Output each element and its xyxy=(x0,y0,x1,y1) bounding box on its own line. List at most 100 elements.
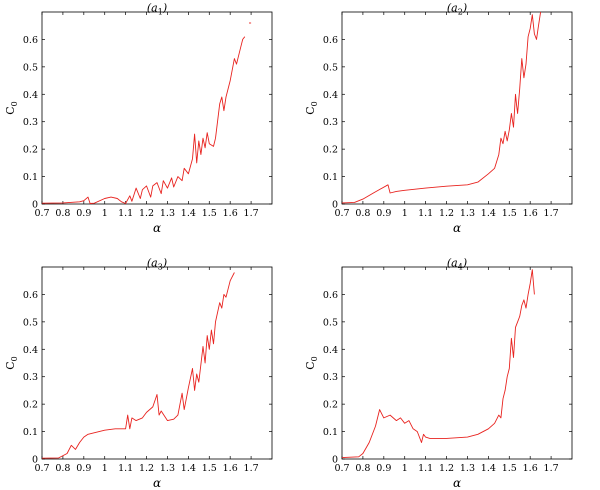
x-tick-label: 1.4 xyxy=(481,463,496,474)
y-axis-label: C0 xyxy=(4,101,19,115)
y-tick-label: 0.4 xyxy=(323,345,338,356)
chart-panel-4: 0.7 0.8 0.9 1 1.1 1.2 1.3 1.4 1.5 1.6 1.7 0 0.1 0.2 0.… xyxy=(304,257,573,490)
x-tick-label: 1.6 xyxy=(223,463,238,474)
x-tick-label: 1.3 xyxy=(460,463,475,474)
y-axis-label-sub: 0 xyxy=(310,101,319,106)
x-tick-label: 1.1 xyxy=(118,463,133,474)
y-axis-label-main: C xyxy=(304,361,317,369)
x-tick-label: 1 xyxy=(402,463,408,474)
x-tick-label: 1.2 xyxy=(139,463,154,474)
plot-frame xyxy=(41,266,273,460)
x-tick-label: 0.9 xyxy=(376,463,391,474)
series-line xyxy=(341,11,542,204)
x-tick-label: 0.8 xyxy=(55,463,70,474)
x-tick-label: 1.5 xyxy=(502,208,517,219)
y-tick-label: 0.1 xyxy=(23,427,38,438)
x-tick-label: 1.2 xyxy=(439,463,454,474)
x-tick-label: 1 xyxy=(102,463,108,474)
x-tick-label: 1.7 xyxy=(544,463,559,474)
x-axis-label: α xyxy=(453,221,461,235)
chart-title-sub: 4 xyxy=(458,263,463,272)
chart-title-close: ) xyxy=(162,2,167,15)
x-tick-label: 1.6 xyxy=(223,208,238,219)
x-tick-label: 1.3 xyxy=(160,208,175,219)
x-tick-label: 1.3 xyxy=(160,463,175,474)
y-tick-label: 0.2 xyxy=(23,400,38,411)
x-tick-label: 0.9 xyxy=(76,208,91,219)
y-axis-label: C0 xyxy=(304,356,319,370)
x-tick-label: 1.4 xyxy=(481,208,496,219)
y-tick-label: 0.5 xyxy=(323,62,338,73)
x-tick-label: 0.8 xyxy=(55,208,70,219)
chart-title-sub: 3 xyxy=(158,263,163,272)
y-tick-label: 0.5 xyxy=(23,317,38,328)
x-axis-label: α xyxy=(153,221,161,235)
chart-title-sub: 1 xyxy=(158,8,163,17)
y-tick-label: 0 xyxy=(32,455,38,466)
series-line xyxy=(41,36,246,204)
x-tick-label: 1.5 xyxy=(202,208,217,219)
x-tick-label: 0.9 xyxy=(76,463,91,474)
x-tick-label: 1.6 xyxy=(523,463,538,474)
y-tick-label: 0.2 xyxy=(323,145,338,156)
x-tick-label: 1.3 xyxy=(460,208,475,219)
x-tick-label: 0.7 xyxy=(34,463,49,474)
y-axis-label: C0 xyxy=(4,356,19,370)
x-tick-label: 1.1 xyxy=(418,463,433,474)
y-tick-label: 0.3 xyxy=(323,372,338,383)
x-tick-label: 1.7 xyxy=(244,463,259,474)
y-tick-label: 0 xyxy=(32,200,38,211)
chart-panel-2: 0.7 0.8 0.9 1 1.1 1.2 1.3 1.4 1.5 1.6 1.7 0 0.1 0.2 0.… xyxy=(304,2,573,235)
y-tick-label: 0.6 xyxy=(23,290,38,301)
x-tick-label: 1 xyxy=(402,208,408,219)
chart-title-sub: 2 xyxy=(458,8,463,17)
y-tick-label: 0 xyxy=(332,200,338,211)
chart-title-main: a xyxy=(151,257,158,270)
y-axis-label-sub: 0 xyxy=(10,101,19,106)
x-tick-label: 1.1 xyxy=(118,208,133,219)
x-tick-label: 1.5 xyxy=(502,463,517,474)
x-tick-label: 1.5 xyxy=(202,463,217,474)
y-axis-label-sub: 0 xyxy=(310,356,319,361)
y-tick-label: 0.3 xyxy=(323,117,338,128)
y-tick-label: 0 xyxy=(332,455,338,466)
y-tick-label: 0.5 xyxy=(23,62,38,73)
chart-panel-3: 0.7 0.8 0.9 1 1.1 1.2 1.3 1.4 1.5 1.6 1.7 0 0.1 0.2 0.… xyxy=(4,257,273,490)
chart-title-close: ) xyxy=(462,257,467,270)
y-tick-label: 0.4 xyxy=(23,90,38,101)
chart-title: (a2) xyxy=(447,2,467,17)
x-tick-label: 1.4 xyxy=(181,463,196,474)
x-tick-label: 0.8 xyxy=(355,208,370,219)
y-tick-label: 0.5 xyxy=(323,317,338,328)
x-tick-label: 1.2 xyxy=(139,208,154,219)
x-axis-label: α xyxy=(453,476,461,490)
x-axis-label: α xyxy=(153,476,161,490)
y-tick-label: 0.3 xyxy=(23,372,38,383)
y-tick-label: 0.1 xyxy=(23,172,38,183)
chart-title: (a4) xyxy=(447,257,467,272)
y-tick-label: 0.3 xyxy=(23,117,38,128)
x-tick-label: 1.7 xyxy=(544,208,559,219)
y-tick-label: 0.1 xyxy=(323,427,338,438)
plot-frame xyxy=(41,11,273,205)
x-tick-label: 1.6 xyxy=(523,208,538,219)
chart-title-close: ) xyxy=(162,257,167,270)
chart-title-main: a xyxy=(451,257,458,270)
x-tick-label: 0.7 xyxy=(334,463,349,474)
series-line xyxy=(41,272,235,459)
series-line xyxy=(341,269,535,459)
chart-title-main: a xyxy=(151,2,158,15)
x-tick-label: 1.1 xyxy=(418,208,433,219)
chart-title: (a3) xyxy=(147,257,167,272)
y-tick-label: 0.6 xyxy=(323,290,338,301)
x-tick-label: 0.7 xyxy=(334,208,349,219)
y-axis-label-sub: 0 xyxy=(10,356,19,361)
chart-panel-1: 0.7 0.8 0.9 1 1.1 1.2 1.3 1.4 1.5 1.6 1.7 0 0.1 0.2 0.… xyxy=(4,2,273,235)
y-tick-label: 0.2 xyxy=(323,400,338,411)
chart-title-main: a xyxy=(451,2,458,15)
x-tick-label: 0.7 xyxy=(34,208,49,219)
plot-frame xyxy=(341,11,573,205)
chart-title-close: ) xyxy=(462,2,467,15)
x-tick-label: 1.4 xyxy=(181,208,196,219)
x-tick-label: 1 xyxy=(102,208,108,219)
